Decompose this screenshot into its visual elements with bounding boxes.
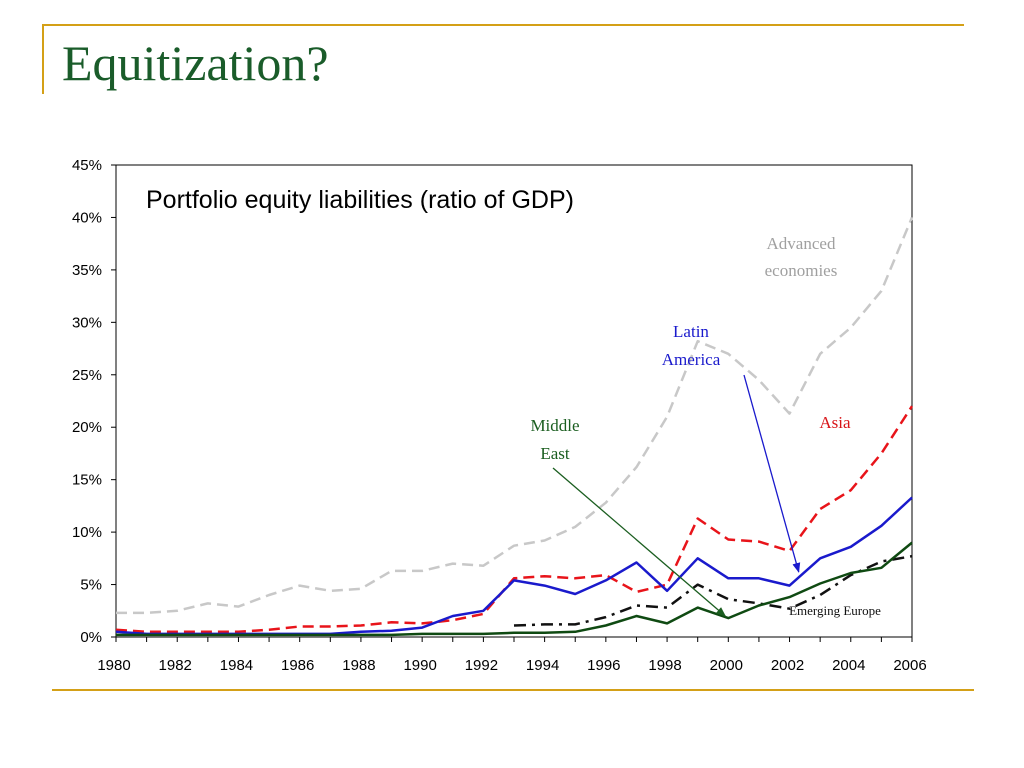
series-line-asia bbox=[115, 405, 914, 634]
footer-accent-line bbox=[52, 689, 974, 691]
y-tick-label: 15% bbox=[72, 472, 102, 489]
x-tick-label: 1996 bbox=[587, 657, 620, 674]
series-line-middle-east bbox=[116, 541, 913, 637]
x-tick-label: 1982 bbox=[159, 657, 192, 674]
slide-title: Equitization? bbox=[62, 35, 329, 91]
y-tick-label: 0% bbox=[80, 629, 102, 646]
x-tick-label: 2000 bbox=[710, 657, 743, 674]
series-line-emerging-europe bbox=[513, 554, 913, 627]
x-tick-label: 2002 bbox=[771, 657, 804, 674]
x-tick-label: 2004 bbox=[832, 657, 865, 674]
annotation-middle-east: Middle East bbox=[530, 416, 579, 463]
annotation-advanced-economies: Advanced economies bbox=[765, 234, 838, 280]
x-tick-label: 1992 bbox=[465, 657, 498, 674]
x-tick-label: 1984 bbox=[220, 657, 253, 674]
x-tick-label: 1988 bbox=[342, 657, 375, 674]
annotation-arrow-latin-america bbox=[743, 374, 801, 573]
y-tick-label: 5% bbox=[80, 577, 102, 594]
y-tick-label: 30% bbox=[72, 314, 102, 331]
title-accent-top-line bbox=[42, 24, 964, 26]
y-tick-label: 45% bbox=[72, 157, 102, 174]
chart-title: Portfolio equity liabilities (ratio of G… bbox=[146, 186, 574, 214]
x-tick-label: 1998 bbox=[648, 657, 681, 674]
annotation-asia: Asia bbox=[819, 413, 851, 432]
annotation-arrow-middle-east bbox=[552, 467, 727, 617]
y-tick-label: 20% bbox=[72, 419, 102, 436]
x-tick-label: 1994 bbox=[526, 657, 559, 674]
y-tick-label: 25% bbox=[72, 367, 102, 384]
y-tick-label: 35% bbox=[72, 262, 102, 279]
annotation-emerging-europe: Emerging Europe bbox=[789, 603, 881, 618]
annotation-latin-america: Latin America bbox=[662, 322, 721, 369]
x-tick-label: 1986 bbox=[281, 657, 314, 674]
y-tick-label: 40% bbox=[72, 209, 102, 226]
x-tick-label: 1980 bbox=[97, 657, 130, 674]
title-accent-left-line bbox=[42, 26, 44, 94]
series-line-advanced-economies bbox=[116, 216, 914, 615]
y-tick-label: 10% bbox=[72, 524, 102, 541]
x-tick-label: 1990 bbox=[403, 657, 436, 674]
x-tick-label: 2006 bbox=[893, 657, 926, 674]
